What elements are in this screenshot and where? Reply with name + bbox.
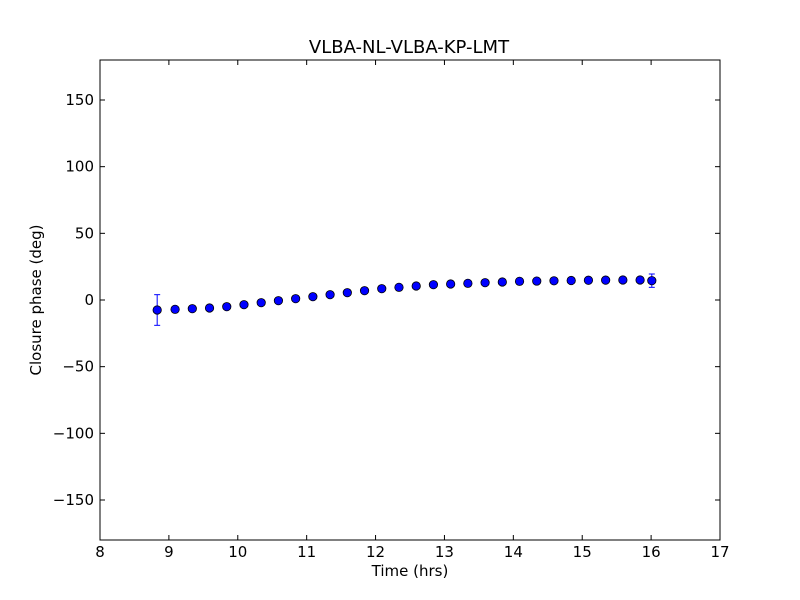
x-tick-label: 10: [228, 543, 247, 561]
data-point: [480, 278, 490, 288]
data-point: [187, 304, 197, 314]
data-point: [549, 276, 559, 286]
data-point: [497, 277, 507, 287]
data-point: [359, 286, 370, 296]
y-tick-label: −150: [53, 491, 94, 509]
data-point: [256, 298, 266, 308]
data-point: [583, 275, 594, 285]
data-point: [291, 294, 301, 304]
plot-frame: [99, 59, 721, 541]
data-point: [239, 300, 249, 310]
y-tick-label: −50: [62, 358, 94, 376]
y-axis: −150 −100 −50 0 50 100 150: [53, 91, 720, 509]
data-point: [394, 282, 404, 292]
y-axis-label: Closure phase (deg): [27, 225, 45, 376]
y-tick-label: 100: [65, 158, 94, 176]
y-tick-label: −100: [53, 424, 94, 442]
y-tick-label: 0: [84, 291, 94, 309]
x-tick-label: 9: [164, 543, 174, 561]
y-tick-label: 150: [65, 91, 94, 109]
data-point: [308, 292, 318, 302]
data-point: [377, 284, 387, 294]
data-point: [342, 288, 352, 298]
data-point: [446, 279, 456, 289]
data-point: [273, 296, 284, 306]
x-tick-label: 11: [297, 543, 316, 561]
x-tick-label: 14: [504, 543, 523, 561]
x-tick-label: 13: [435, 543, 454, 561]
x-axis: 8 9 10 11 12 13 14 15 16 17: [95, 60, 730, 561]
data-point: [566, 275, 576, 286]
x-tick-label: 8: [95, 543, 105, 561]
chart-title: VLBA-NL-VLBA-KP-LMT: [309, 37, 510, 58]
data-point: [204, 303, 215, 313]
data-point: [325, 290, 335, 300]
data-point: [222, 302, 232, 312]
data-point: [532, 276, 542, 286]
data-point: [152, 305, 162, 315]
data-point: [463, 278, 473, 288]
y-tick-label: 50: [75, 224, 94, 242]
data-point: [635, 275, 645, 285]
x-tick-label: 17: [710, 543, 729, 561]
x-axis-label: Time (hrs): [371, 562, 449, 580]
data-point: [428, 280, 439, 290]
data-point: [170, 304, 180, 314]
data-point: [411, 281, 421, 291]
data-point: [618, 275, 628, 285]
x-tick-label: 15: [573, 543, 592, 561]
data-point: [601, 275, 611, 285]
data-point: [514, 276, 525, 286]
x-tick-label: 12: [366, 543, 385, 561]
plot-area: [152, 273, 657, 326]
data-point: [647, 276, 657, 286]
x-tick-label: 16: [642, 543, 661, 561]
